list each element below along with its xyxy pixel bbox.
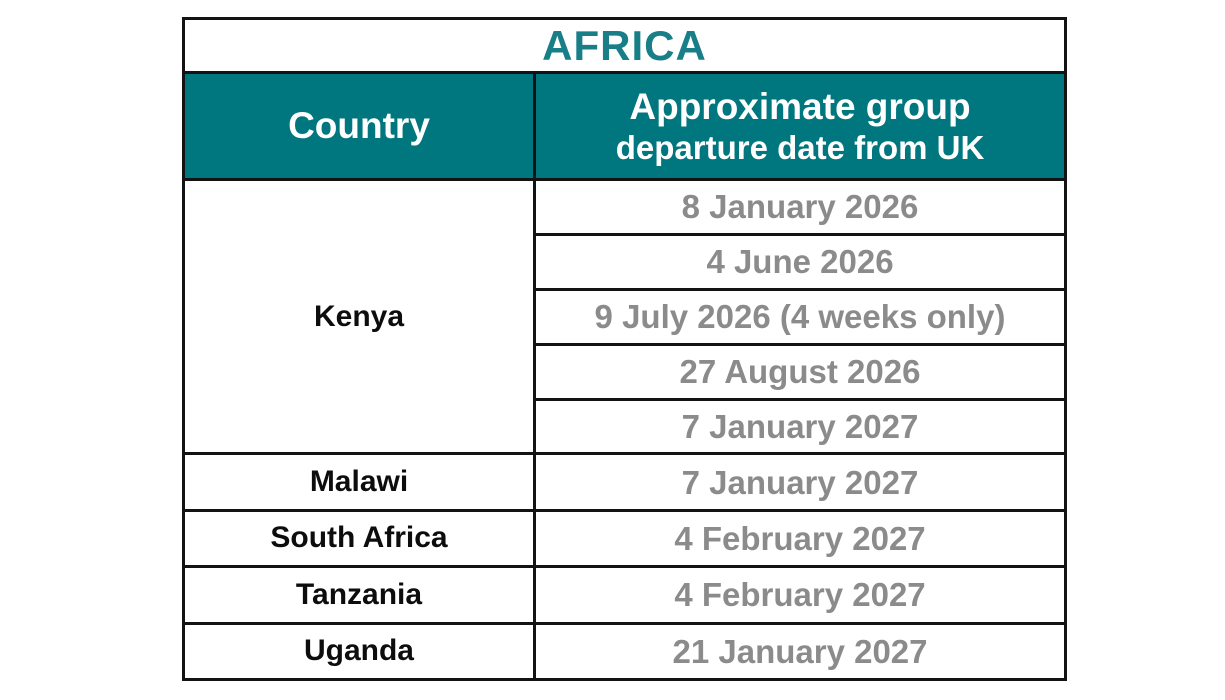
table-title: AFRICA	[182, 17, 1067, 74]
date-cell: 4 February 2027	[533, 565, 1067, 625]
africa-departures-table: AFRICA Country Approximate group departu…	[182, 17, 1067, 682]
country-cell-kenya: Kenya	[182, 177, 536, 456]
table-row: 9 July 2026 (4 weeks only)	[184, 287, 1067, 346]
table-title-row: AFRICA	[182, 17, 1067, 74]
country-cell-tanzania: Tanzania	[182, 565, 536, 625]
country-cell-malawi: Malawi	[182, 452, 536, 512]
country-cell-uganda: Uganda	[182, 621, 536, 682]
table-row: South Africa 4 February 2027	[182, 508, 1067, 569]
column-header-country: Country	[182, 71, 536, 181]
table-row: 27 August 2026	[184, 342, 1067, 401]
table-row: Kenya 8 January 2026	[182, 177, 1067, 456]
country-cell-south-africa: South Africa	[182, 508, 536, 569]
date-cell: 8 January 2026	[533, 178, 1067, 236]
table-header-row: Country Approximate group departure date…	[182, 71, 1067, 181]
table-row: 7 January 2027	[184, 397, 1067, 456]
date-cell: 27 August 2026	[533, 342, 1067, 401]
table-row: 4 June 2026	[184, 232, 1067, 291]
date-cell: 4 June 2026	[533, 232, 1067, 291]
column-header-departure: Approximate group departure date from UK	[533, 71, 1067, 181]
column-header-departure-line1: Approximate group	[629, 85, 971, 127]
date-cell: 9 July 2026 (4 weeks only)	[533, 287, 1067, 346]
table-row: Tanzania 4 February 2027	[182, 565, 1067, 625]
table-row: Uganda 21 January 2027	[182, 621, 1067, 682]
date-cell: 21 January 2027	[533, 621, 1067, 682]
table-row: Malawi 7 January 2027	[182, 452, 1067, 512]
date-cell: 7 January 2027	[533, 452, 1067, 512]
column-header-departure-line2: departure date from UK	[615, 129, 985, 167]
date-cell: 7 January 2027	[533, 397, 1067, 456]
date-cell: 4 February 2027	[533, 508, 1067, 569]
